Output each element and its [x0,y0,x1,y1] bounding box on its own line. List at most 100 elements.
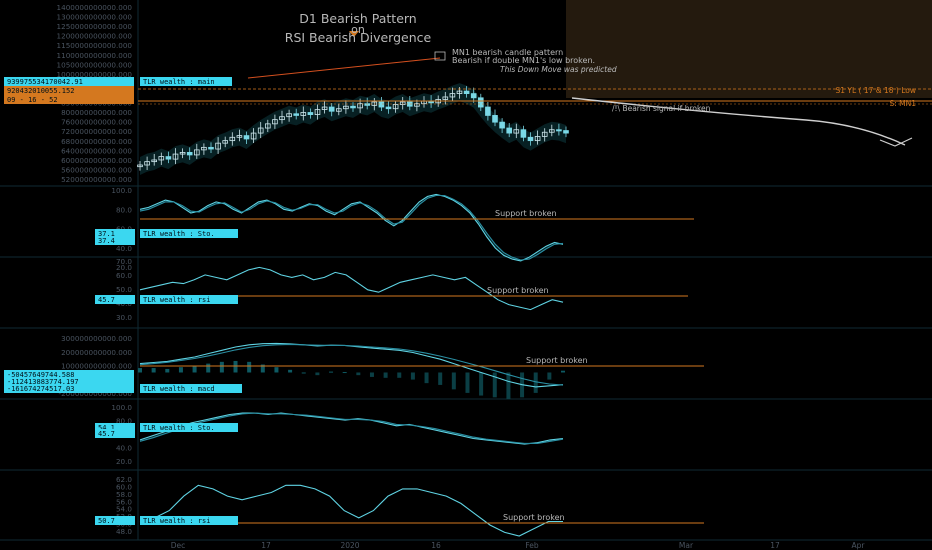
prediction-arrowhead [879,137,913,147]
macd-histogram-bar [288,369,293,373]
macd-histogram-bar [492,372,497,398]
candle-body [229,136,236,142]
candle-body [449,93,456,98]
macd-histogram-bar [465,372,470,393]
candle-body [563,130,569,134]
x-axis-label: Feb [525,541,539,550]
macd-histogram-bar [219,361,224,373]
rsi2-badge: 50.7 [98,517,115,525]
price-tick-label: 800000000000.000 [61,108,132,117]
macd-histogram-bar [192,366,197,373]
macd-histogram-bar [151,368,156,373]
macd-legend-badge-bg [140,384,242,393]
candle-body [378,101,385,108]
candle-body [193,149,200,156]
candle-body [364,103,370,106]
candle-body [257,127,264,134]
price-tick-label: 640000000000.000 [61,146,132,155]
x-axis-label: 17 [261,541,271,550]
stoch-tick-label: 80.0 [116,205,132,214]
price-tick-label: 680000000000.000 [61,137,132,146]
pattern-box [434,51,446,61]
candle-body [250,132,257,140]
annotation-predicted: This Down Move was predicted [500,65,617,74]
price-badge-time: 09 - 16 - 52 [7,96,58,104]
price-badge-level: 920432010055.152 [7,87,74,95]
candle-body [172,153,179,160]
rsi2-tick-label: 56.0 [116,497,132,506]
macd-tick-label: 200000000000.000 [61,348,132,357]
arrow-down-marker [349,31,359,37]
price-tick-label: 1400000000000.000 [57,3,133,12]
macd-histogram-bar [506,372,511,400]
rsi-legend-badge: TLR wealth : rsi [143,296,210,304]
macd-histogram-bar [397,372,402,378]
macd-badge: -161674274517.03 [7,385,74,393]
macd-histogram-bar [138,368,142,373]
label-s1-low: S1 YL ( 17 & 18 ) Low [835,86,916,95]
macd-histogram-bar [260,364,265,373]
candle-body [506,127,512,134]
candle-body [556,129,562,132]
macd-histogram-bar [438,372,443,385]
price-tick-label: 1100000000000.000 [57,51,133,60]
rsi-badge-bg [95,295,135,304]
x-axis-label: 17 [770,541,780,550]
candle-body [485,106,491,116]
macd-histogram-bar [451,372,456,390]
macd-badge-bg [4,377,134,386]
candle-body [307,112,314,115]
macd-tick-label: -200000000000.000 [59,389,133,398]
price-tick-label: 1250000000000.000 [57,22,133,31]
candle-body [477,97,484,108]
candle-body [144,161,150,166]
candle-body [286,113,292,118]
chart-title-line-3: RSI Bearish Divergence [285,30,432,45]
candle-body [137,164,143,168]
stoch-badge: 37.4 [98,237,115,245]
candle-body [201,146,207,151]
candle-body [186,151,193,156]
prediction-zone [566,0,932,98]
macd-histogram-bar [233,360,238,373]
candle-body [513,129,520,134]
candle-body [300,112,307,116]
macd-histogram-bar [165,368,170,373]
stoch-legend-badge-bg [140,229,238,238]
chart-title-line-2: on [351,23,365,36]
candle-body [414,103,420,107]
macd-histogram-bar [206,363,211,373]
candle-body [371,101,378,106]
candle-body [321,106,328,110]
candle-body [392,104,399,110]
candle-body [328,106,335,112]
label-s-mn1: S: MN1 [889,99,916,108]
candle-body [492,115,498,123]
candle-body [399,101,406,105]
rsi2-tick-label: 58.0 [116,490,132,499]
candle-body [215,142,221,150]
candle-body [264,123,271,129]
stoch2-legend-badge: TLR wealth : Sto. [143,424,215,432]
candle-body [179,151,186,155]
macd-badge: -112413883774.197 [7,378,79,386]
price-tick-label: 1200000000000.000 [57,32,133,41]
macd-series-line [139,343,564,386]
candle-body [520,129,527,138]
rsi-tick-label: 50.0 [116,285,132,294]
stoch2-tick-label: 100.0 [111,403,132,412]
stoch2-badge: 45.7 [98,430,115,438]
candle-body [208,146,214,150]
stoch-tick-label: 20.0 [116,263,132,272]
candle-body [527,136,534,142]
candle-body [165,156,172,160]
macd-histogram-bar [329,371,334,373]
stoch-series-line [139,194,564,261]
stoch-tick-label: 40.0 [116,244,132,253]
price-tick-label: 1000000000000.000 [57,70,133,79]
candle-body [272,119,278,125]
stoch2-badge-bg [95,429,135,438]
stoch2-series-line [139,412,564,444]
annotation-mn1-pattern: MN1 bearish candle pattern [452,48,563,57]
rsi-tick-label: 30.0 [116,313,132,322]
